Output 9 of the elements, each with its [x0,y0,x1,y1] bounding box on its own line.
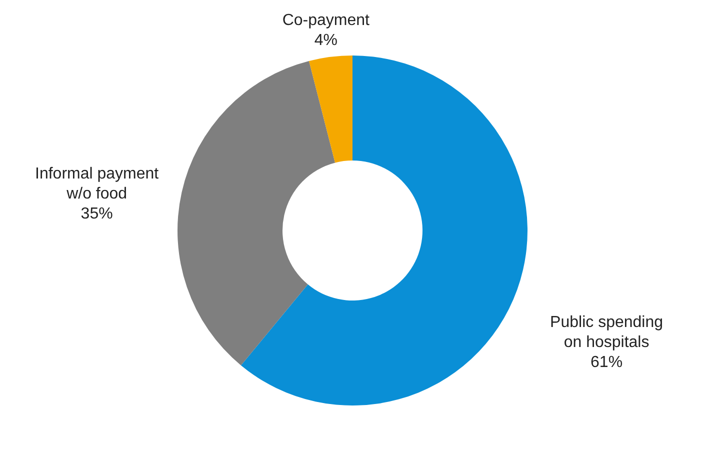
donut-slice [308,56,352,163]
data-label: 4% [314,32,338,50]
data-label: 61% [590,354,623,371]
donut-slice [240,56,528,406]
slice-label: Informal payment w/o food [35,165,160,202]
donut-slice [178,61,336,366]
slice-label: Co-payment [282,12,370,30]
slice-label: Public spending on hospitals [550,314,664,351]
data-label: 35% [80,205,113,222]
